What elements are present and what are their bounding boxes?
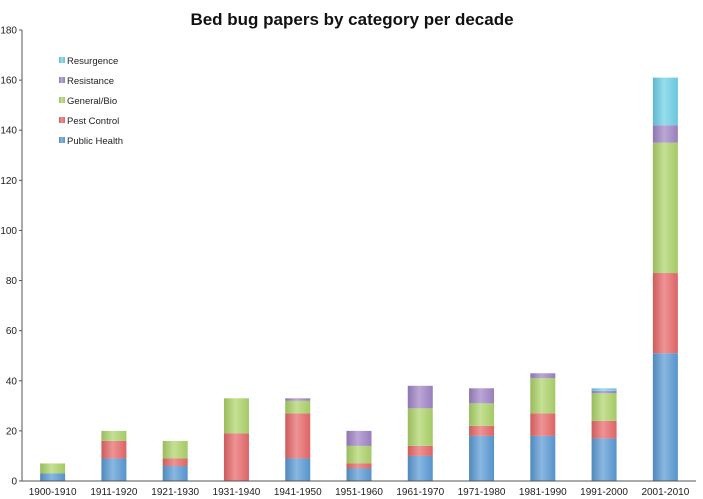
bar-segment-resistance	[591, 390, 617, 394]
bar-segment-pest-control	[530, 413, 556, 436]
bar-segment-pest-control	[591, 420, 617, 439]
x-tick-label: 1921-1930	[151, 487, 199, 498]
legend-label: General/Bio	[67, 96, 117, 107]
legend-label: Resistance	[67, 76, 114, 87]
y-tick-label: 120	[0, 176, 17, 187]
x-tick-label: 1941-1950	[274, 487, 322, 498]
bar-segment-pest-control	[223, 433, 249, 481]
bar-segment-resistance	[530, 373, 556, 379]
y-axis-ticks: 0 20 40 60 80 100 120 140 160 180	[0, 26, 22, 488]
x-axis-ticks: 1900-1910 1911-1920 1921-1930 1931-1940 1941…	[29, 487, 690, 498]
bar-segment-public-health	[346, 468, 372, 481]
bar-segment-resistance	[652, 125, 678, 143]
bar-segment-general-bio	[223, 398, 249, 434]
bar-segment-general-bio	[285, 400, 311, 414]
y-tick-label: 20	[6, 426, 18, 437]
legend-swatch	[59, 97, 65, 103]
y-tick-label: 40	[6, 376, 18, 387]
x-tick-label: 1900-1910	[29, 487, 77, 498]
y-tick-label: 140	[0, 126, 17, 137]
bar-segment-public-health	[591, 438, 617, 481]
bar-segment-general-bio	[40, 463, 66, 474]
bar-segment-public-health	[40, 473, 66, 481]
bar-segment-pest-control	[346, 463, 372, 469]
bar-segment-general-bio	[469, 403, 495, 426]
bars-group	[40, 77, 678, 481]
bar-segment-resistance	[407, 385, 433, 409]
legend-swatch	[59, 117, 65, 123]
bar-segment-resistance	[469, 388, 495, 404]
bar-segment-public-health	[469, 435, 495, 481]
x-tick-label: 1961-1970	[396, 487, 444, 498]
x-tick-label: 1971-1980	[458, 487, 506, 498]
bar-segment-resurgence	[591, 388, 617, 391]
y-tick-label: 80	[6, 276, 18, 287]
bar-segment-public-health	[101, 458, 127, 481]
bar-segment-public-health	[407, 455, 433, 481]
bar-segment-pest-control	[652, 273, 678, 354]
bar-segment-general-bio	[346, 445, 372, 464]
legend-label: Public Health	[67, 136, 123, 147]
bar-segment-general-bio	[407, 408, 433, 446]
bar-segment-public-health	[652, 353, 678, 481]
legend-swatch	[59, 137, 65, 143]
bar-segment-general-bio	[591, 393, 617, 421]
bar-segment-pest-control	[469, 425, 495, 436]
legend-swatch	[59, 57, 65, 63]
x-tick-label: 2001-2010	[641, 487, 689, 498]
y-tick-label: 160	[0, 76, 17, 87]
y-tick-label: 60	[6, 326, 18, 337]
x-tick-label: 1911-1920	[90, 487, 138, 498]
bar-segment-pest-control	[285, 413, 311, 459]
bar-segment-resistance	[346, 430, 372, 446]
chart-title: Bed bug papers by category per decade	[190, 10, 513, 29]
bar-segment-general-bio	[162, 440, 188, 459]
bar-segment-public-health	[285, 458, 311, 481]
y-tick-label: 0	[11, 477, 17, 488]
bar-segment-resurgence	[652, 77, 678, 126]
bar-segment-general-bio	[530, 378, 556, 414]
legend: Resurgence Resistance General/Bio Pest Cont…	[59, 56, 123, 147]
axes	[21, 30, 696, 482]
x-tick-label: 1931-1940	[213, 487, 261, 498]
bar-segment-public-health	[530, 435, 556, 481]
x-tick-label: 1981-1990	[519, 487, 567, 498]
bar-segment-general-bio	[652, 142, 678, 274]
x-tick-label: 1951-1960	[335, 487, 383, 498]
legend-label: Pest Control	[67, 116, 119, 127]
legend-swatch	[59, 77, 65, 83]
bar-segment-public-health	[162, 465, 188, 481]
bar-segment-pest-control	[162, 458, 188, 466]
bar-segment-pest-control	[101, 440, 127, 459]
bar-segment-general-bio	[101, 430, 127, 441]
x-tick-label: 1991-2000	[580, 487, 628, 498]
y-tick-label: 180	[0, 26, 17, 37]
y-tick-label: 100	[0, 226, 17, 237]
legend-label: Resurgence	[67, 56, 118, 67]
bar-segment-resistance	[285, 398, 311, 401]
bar-segment-pest-control	[407, 445, 433, 456]
